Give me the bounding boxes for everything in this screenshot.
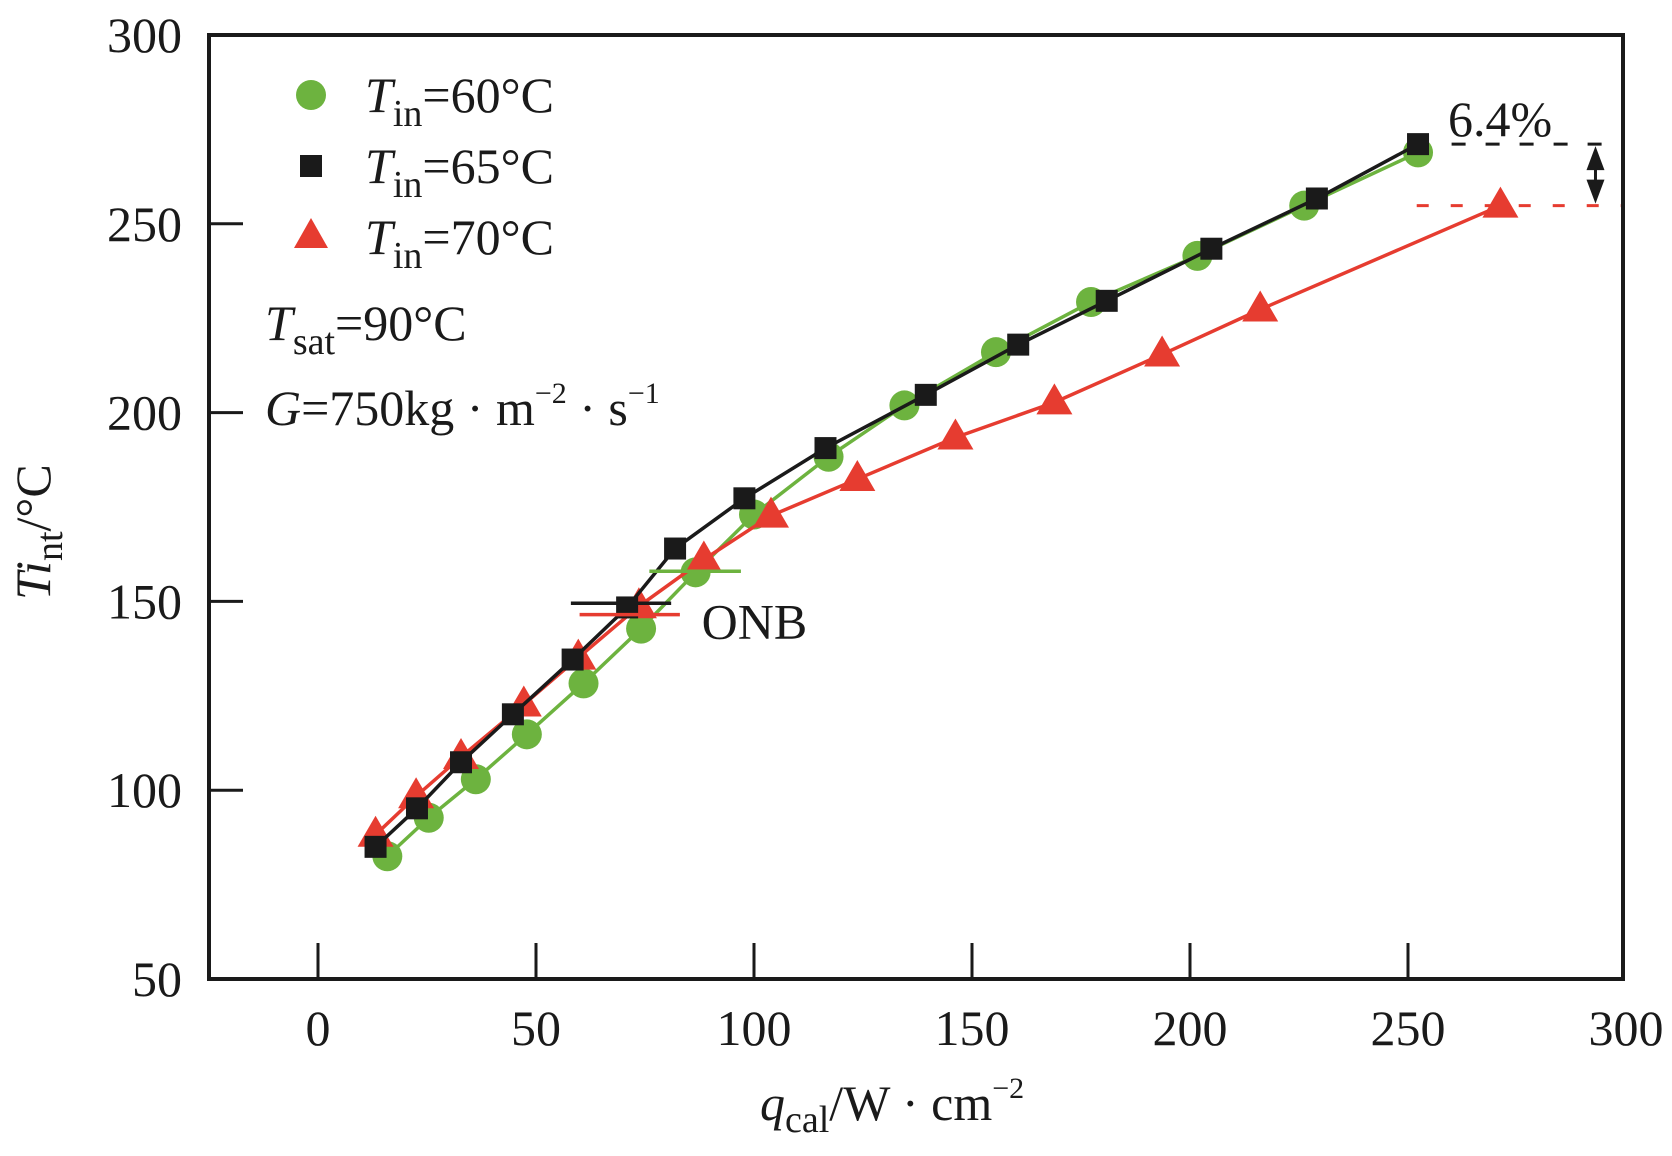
difference-arrow-head-down: [1586, 179, 1605, 204]
condition-mass-flux: G=750kg · m−2 · s−1: [265, 377, 660, 436]
data-point-triangle: [1144, 335, 1181, 367]
svg-text:Tin=65°C: Tin=65°C: [365, 138, 554, 206]
data-point-square: [1305, 187, 1328, 210]
x-tick-label: 300: [1589, 1000, 1664, 1056]
data-point-square: [450, 751, 473, 774]
legend: Tin=60°C Tin=65°C Tin=70°C Tsat=90°C G=7…: [265, 67, 660, 436]
x-tick-label: 0: [306, 1000, 331, 1056]
y-tick-label: 300: [107, 7, 182, 63]
axes-layer: [207, 33, 1625, 981]
legend-item-70: Tin=70°C: [294, 209, 554, 277]
data-point-triangle: [1036, 383, 1073, 415]
data-point-square: [1200, 237, 1223, 260]
data-point-square: [1007, 333, 1030, 356]
data-point-square: [561, 648, 584, 671]
data-point-square: [1095, 289, 1118, 312]
legend-item-65: Tin=65°C: [300, 138, 554, 206]
data-point-triangle: [937, 418, 974, 450]
svg-text:Tin=70°C: Tin=70°C: [365, 209, 554, 277]
y-tick-label: 100: [107, 762, 182, 818]
series-square: [364, 133, 1430, 858]
data-point-circle: [568, 668, 599, 699]
difference-arrow-head-up: [1586, 146, 1605, 171]
legend-marker-square: [300, 155, 322, 177]
data-point-circle: [626, 613, 657, 644]
data-point-square: [664, 537, 687, 560]
data-point-circle: [511, 719, 542, 750]
x-axis-label: qcal/W · cm−2: [760, 1072, 1024, 1141]
x-tick-label: 200: [1153, 1000, 1228, 1056]
data-point-triangle: [1482, 186, 1519, 218]
x-tick-label: 150: [935, 1000, 1010, 1056]
legend-marker-triangle: [294, 218, 328, 248]
series-layer: [357, 133, 1519, 872]
difference-label: 6.4%: [1448, 91, 1552, 147]
data-point-square: [364, 835, 387, 858]
data-point-square: [1407, 133, 1430, 156]
data-point-triangle: [753, 496, 790, 528]
ticks-layer: 0 50 100 150 200 250 300 50 100 150 200 250 300: [107, 7, 1664, 1056]
y-tick-label: 250: [107, 196, 182, 252]
plot-frame: [207, 33, 1625, 981]
y-tick-label: 150: [107, 573, 182, 629]
x-tick-label: 250: [1371, 1000, 1446, 1056]
data-point-square: [405, 797, 428, 820]
y-axis-label: Tint/°C: [5, 464, 71, 600]
data-point-square: [733, 487, 756, 510]
annotation-layer: [1416, 142, 1623, 208]
data-point-square: [914, 383, 937, 406]
data-point-square: [814, 437, 837, 460]
legend-marker-circle: [296, 80, 326, 110]
x-tick-label: 100: [717, 1000, 792, 1056]
onb-label: ONB: [702, 593, 808, 649]
data-point-square: [501, 703, 524, 726]
y-tick-label: 50: [132, 951, 182, 1007]
svg-text:Tin=60°C: Tin=60°C: [365, 67, 554, 135]
series-line: [374, 204, 1502, 837]
condition-tsat: Tsat=90°C: [265, 295, 467, 363]
legend-item-60: Tin=60°C: [296, 67, 554, 135]
data-point-triangle: [1242, 290, 1279, 322]
data-point-triangle: [839, 460, 876, 492]
y-tick-label: 200: [107, 385, 182, 441]
data-point-triangle: [685, 540, 722, 572]
x-tick-label: 50: [511, 1000, 561, 1056]
